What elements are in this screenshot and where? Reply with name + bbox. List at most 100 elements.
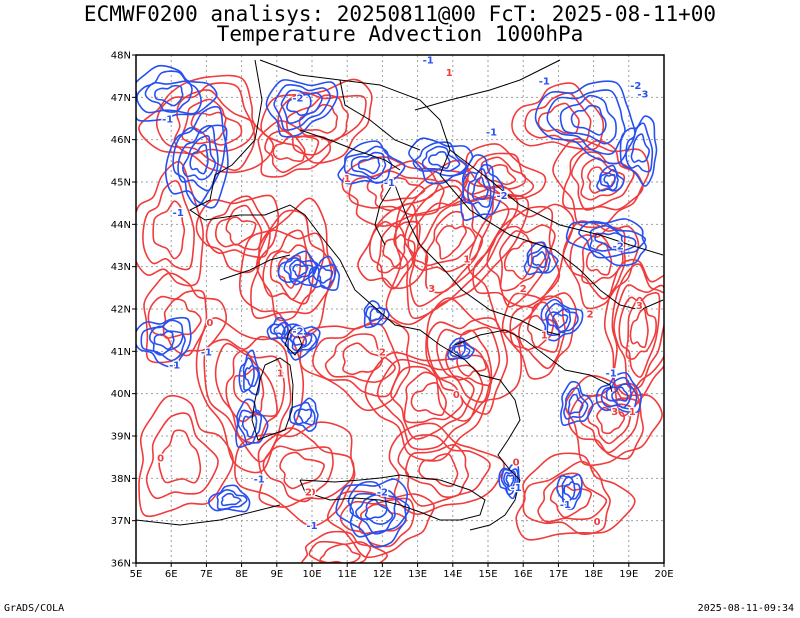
negative-contour [505, 474, 515, 488]
negative-contour [140, 319, 186, 362]
negative-contour [578, 220, 647, 259]
lon-tick-label: 18E [584, 569, 603, 580]
positive-contour [388, 422, 505, 515]
negative-contour [546, 308, 572, 334]
contour-label: 2 [305, 487, 312, 498]
coastline [299, 474, 486, 521]
coastline [339, 79, 421, 151]
contour-label: -1 [384, 178, 395, 189]
positive-contour [264, 130, 320, 174]
contour-label: 0 [513, 458, 520, 469]
negative-contour [503, 470, 517, 492]
negative-contour [292, 263, 309, 278]
positive-contour [376, 358, 484, 451]
lon-tick-label: 17E [549, 569, 568, 580]
negative-contour [273, 323, 286, 336]
negative-contour [136, 70, 202, 115]
negative-contour [293, 401, 316, 426]
positive-contour [410, 381, 447, 417]
negative-contour [427, 151, 451, 170]
positive-contour [435, 225, 467, 260]
negative-contour [350, 151, 387, 180]
positive-contour [509, 295, 566, 370]
latitude-axis: 48N 47N 46N 45N 44N 43N 42N 41N 40N 39N 38N 37N 36N [111, 51, 136, 570]
coastline [374, 184, 393, 246]
footer-timestamp: 2025-08-11-09:34 [697, 603, 794, 614]
contour-label: -2 [497, 191, 508, 202]
lat-tick-label: 40N [111, 389, 131, 400]
contour-label: -1 [173, 208, 184, 219]
negative-contour [540, 298, 584, 342]
positive-contour [262, 229, 314, 305]
negative-contour [534, 80, 636, 165]
lon-tick-label: 11E [338, 569, 357, 580]
negative-contour [625, 122, 654, 173]
positive-contour [147, 289, 208, 357]
lat-tick-label: 47N [111, 93, 131, 104]
contour-label: 3 [611, 407, 618, 418]
positive-contour [366, 170, 440, 212]
lon-tick-label: 20E [654, 569, 673, 580]
negative-contour [471, 176, 489, 201]
negative-contour [567, 393, 584, 415]
contour-label: -1 [560, 500, 571, 511]
negative-contour [408, 137, 474, 185]
positive-contour [138, 394, 234, 518]
positive-contour [339, 497, 415, 548]
negative-contour [280, 323, 321, 361]
negative-contour [552, 313, 569, 329]
negative-contour [453, 344, 466, 357]
positive-contour [585, 242, 613, 276]
contour-label: 0 [206, 318, 213, 329]
coastline [251, 357, 294, 441]
negative-contour [546, 89, 626, 155]
coastline [219, 254, 291, 281]
positive-contour [214, 342, 286, 444]
contour-value-labels: -1-1-1-1-1-1-1-1-1-1-1-2-2-2-2-2-3-1-1-2… [156, 55, 650, 533]
positive-contour [342, 342, 383, 376]
contour-label: -2 [377, 487, 388, 498]
positive-contour [625, 296, 657, 360]
negative-contour [265, 79, 339, 138]
lat-tick-label: 45N [111, 178, 131, 189]
contour-label: 0 [157, 453, 164, 464]
lat-tick-label: 41N [111, 347, 131, 358]
negative-contour [619, 115, 658, 187]
negative-contour [565, 218, 647, 267]
positive-contour [567, 382, 644, 460]
positive-contour [515, 452, 636, 541]
positive-contour [300, 530, 388, 563]
positive-contour [298, 103, 339, 134]
positive-contour [522, 460, 611, 535]
positive-contour [145, 412, 219, 500]
negative-contour [630, 133, 650, 163]
contour-label: 1 [446, 68, 453, 79]
lon-tick-label: 6E [165, 569, 178, 580]
negative-contour [343, 145, 393, 184]
negative-contour [172, 124, 228, 207]
lon-tick-label: 9E [270, 569, 283, 580]
negative-contour [136, 316, 192, 368]
positive-contour [225, 349, 278, 423]
negative-contour [312, 263, 337, 289]
negative-contour [273, 83, 332, 131]
positive-contour [445, 329, 493, 387]
lat-tick-label: 46N [111, 135, 131, 146]
title-line-1: ECMWF0200 analisys: 20250811@00 FcT: 202… [83, 2, 717, 26]
negative-contour [317, 266, 334, 284]
contour-label: 1 [344, 174, 351, 185]
lat-tick-label: 36N [111, 559, 131, 570]
positive-contour [162, 298, 202, 339]
lat-tick-label: 48N [111, 51, 131, 62]
contour-label: 0 [594, 517, 601, 528]
negative-contour [286, 93, 312, 117]
positive-contour [562, 139, 644, 211]
negative-contour [369, 307, 383, 322]
negative-contour [544, 302, 579, 337]
negative-contour [241, 414, 258, 438]
negative-contour [208, 484, 251, 513]
negative-contour [144, 80, 193, 113]
contour-label: -1 [606, 369, 617, 380]
contour-label: 2 [379, 348, 386, 359]
